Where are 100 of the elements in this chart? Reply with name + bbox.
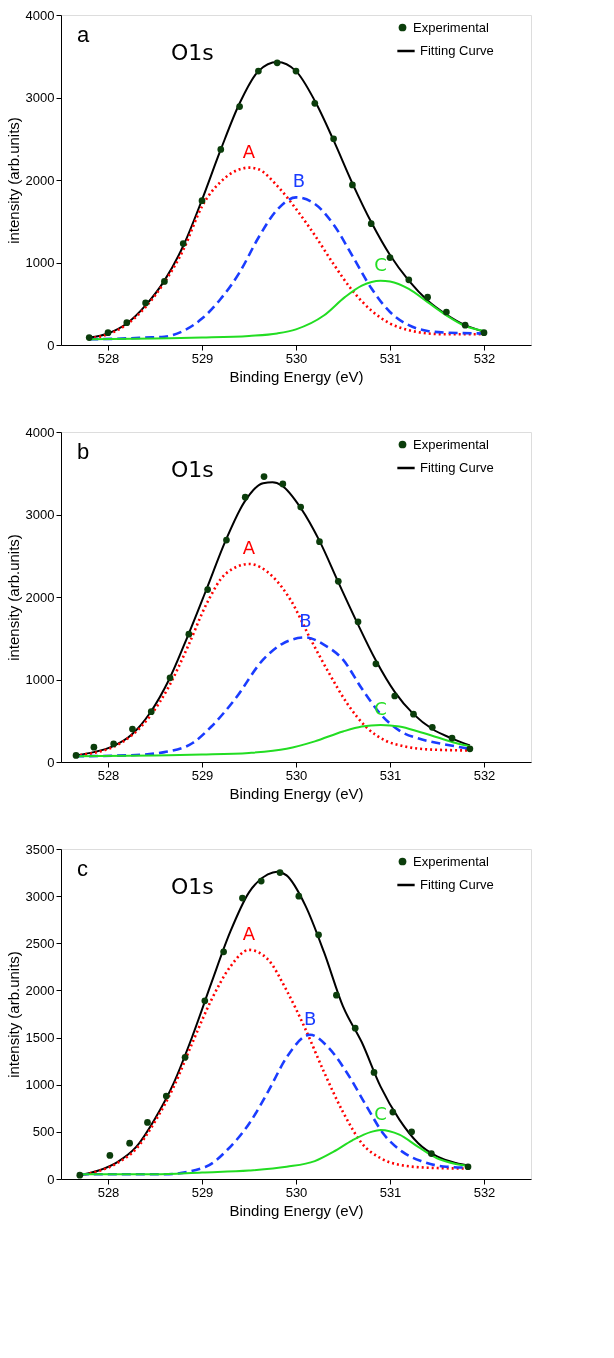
point bbox=[273, 59, 281, 67]
y-tick-label: 500 bbox=[32, 1124, 55, 1140]
point bbox=[316, 538, 323, 546]
annotation: C bbox=[374, 697, 387, 719]
legend-label: Fitting Curve bbox=[420, 877, 494, 892]
point bbox=[257, 877, 265, 885]
y-tick-label: 3000 bbox=[25, 90, 55, 105]
y-tick-label: 1000 bbox=[25, 255, 55, 270]
point bbox=[405, 276, 413, 284]
point bbox=[279, 480, 287, 488]
legend-label: Fitting Curve bbox=[420, 460, 494, 475]
x-tick-label: 531 bbox=[379, 350, 402, 366]
point bbox=[295, 892, 303, 900]
point bbox=[110, 740, 117, 748]
y-tick-label: 0 bbox=[47, 754, 55, 770]
legend-label: Experimental bbox=[413, 19, 489, 35]
annotation: A bbox=[242, 537, 256, 558]
legend-label: Fitting Curve bbox=[420, 43, 494, 58]
chart-title: a bbox=[77, 22, 90, 47]
point bbox=[201, 997, 209, 1005]
annotation: O1s bbox=[171, 40, 214, 65]
annotation: A bbox=[242, 140, 256, 162]
point bbox=[239, 894, 246, 902]
point bbox=[389, 1108, 397, 1116]
point bbox=[179, 240, 187, 247]
point bbox=[428, 724, 436, 731]
point bbox=[85, 334, 93, 341]
x-tick-label: 530 bbox=[285, 1184, 308, 1200]
x-axis-title: Binding Energy (eV) bbox=[229, 367, 364, 385]
x-tick-label: 528 bbox=[97, 767, 120, 783]
point bbox=[123, 319, 131, 327]
point bbox=[106, 1152, 114, 1159]
point bbox=[90, 743, 98, 751]
y-tick-label: 3500 bbox=[25, 841, 55, 857]
point bbox=[204, 586, 211, 593]
point bbox=[276, 869, 284, 876]
annotation: B bbox=[303, 1007, 317, 1029]
point bbox=[72, 752, 80, 759]
x-axis-title: Binding Energy (eV) bbox=[229, 784, 364, 802]
y-tick-label: 4000 bbox=[25, 424, 55, 440]
x-axis-title: Binding Energy (eV) bbox=[229, 1201, 364, 1219]
y-axis-title: intensity (arb.units) bbox=[4, 951, 22, 1078]
point bbox=[217, 146, 225, 153]
point bbox=[220, 948, 227, 956]
y-tick-label: 0 bbox=[47, 337, 55, 353]
y-tick-label: 2000 bbox=[25, 172, 55, 188]
point bbox=[349, 181, 356, 189]
point bbox=[372, 660, 380, 668]
point bbox=[129, 725, 136, 733]
point bbox=[428, 1150, 435, 1157]
y-tick-label: 1500 bbox=[25, 1030, 55, 1046]
x-tick-label: 532 bbox=[473, 767, 496, 783]
point bbox=[126, 1139, 133, 1147]
point bbox=[142, 299, 149, 307]
x-tick-label: 529 bbox=[191, 350, 214, 366]
point bbox=[255, 67, 262, 75]
point bbox=[334, 577, 342, 585]
y-tick-label: 3000 bbox=[25, 888, 55, 904]
y-tick-label: 2000 bbox=[25, 982, 55, 998]
legend-label: Experimental bbox=[413, 436, 489, 452]
point bbox=[311, 99, 319, 107]
annotation: B bbox=[292, 170, 305, 192]
point bbox=[370, 1069, 378, 1076]
point bbox=[223, 536, 230, 544]
point bbox=[260, 473, 268, 480]
y-tick-label: 3000 bbox=[25, 507, 55, 522]
y-tick-label: 2500 bbox=[25, 935, 55, 951]
chart-title: b bbox=[77, 439, 90, 464]
y-axis-title: intensity (arb.units) bbox=[4, 117, 22, 244]
point bbox=[410, 710, 417, 718]
x-tick-label: 528 bbox=[97, 350, 120, 366]
x-tick-label: 529 bbox=[191, 1184, 214, 1200]
point bbox=[315, 931, 322, 939]
x-tick-label: 530 bbox=[285, 350, 308, 366]
point bbox=[76, 1171, 84, 1179]
x-tick-label: 531 bbox=[379, 1184, 402, 1200]
y-tick-label: 1000 bbox=[25, 1077, 55, 1093]
x-tick-label: 530 bbox=[285, 767, 308, 783]
point bbox=[297, 503, 305, 511]
annotation: A bbox=[242, 922, 256, 944]
x-tick-label: 528 bbox=[97, 1184, 120, 1200]
point bbox=[466, 745, 474, 753]
point bbox=[181, 1054, 189, 1061]
point bbox=[448, 734, 456, 742]
y-tick-label: 4000 bbox=[25, 7, 55, 23]
x-tick-label: 532 bbox=[473, 1184, 496, 1200]
annotation: O1s bbox=[171, 874, 214, 899]
point bbox=[166, 674, 174, 682]
point bbox=[161, 278, 168, 285]
y-axis-title: intensity (arb.units) bbox=[4, 534, 22, 661]
point bbox=[330, 135, 337, 143]
point bbox=[198, 197, 206, 204]
point bbox=[391, 692, 399, 700]
legend-label: Experimental bbox=[413, 853, 489, 869]
point bbox=[104, 329, 112, 336]
point bbox=[461, 321, 469, 329]
point bbox=[333, 991, 340, 999]
point bbox=[351, 1024, 359, 1032]
x-tick-label: 532 bbox=[473, 350, 496, 366]
point bbox=[185, 630, 193, 638]
